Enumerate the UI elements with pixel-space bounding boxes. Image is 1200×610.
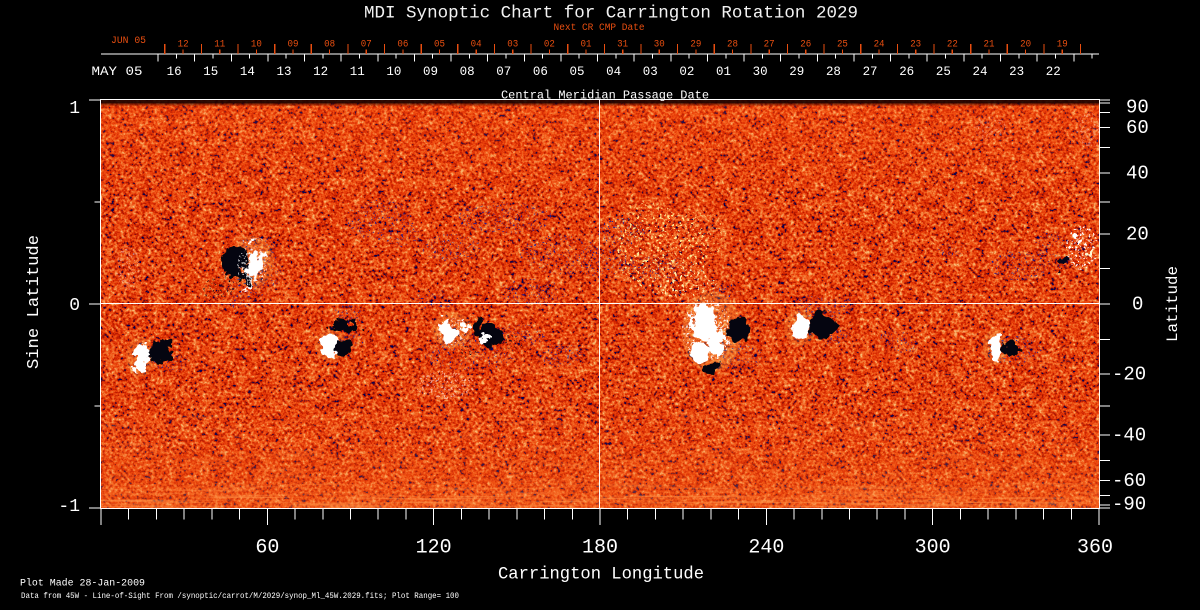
svg-text:10: 10 bbox=[251, 39, 262, 50]
svg-text:11: 11 bbox=[350, 65, 365, 79]
svg-text:40: 40 bbox=[1126, 162, 1149, 184]
svg-text:02: 02 bbox=[544, 39, 555, 50]
svg-text:30: 30 bbox=[654, 39, 665, 50]
svg-text:03: 03 bbox=[643, 65, 658, 79]
svg-text:08: 08 bbox=[324, 39, 335, 50]
svg-text:0: 0 bbox=[69, 296, 80, 316]
svg-text:22: 22 bbox=[1046, 65, 1061, 79]
svg-text:360: 360 bbox=[1077, 537, 1113, 560]
svg-text:16: 16 bbox=[167, 65, 182, 79]
svg-text:06: 06 bbox=[533, 65, 548, 79]
svg-text:04: 04 bbox=[471, 39, 482, 50]
svg-text:21: 21 bbox=[983, 39, 994, 50]
svg-text:Data from 45W - Line-of-Sight: Data from 45W - Line-of-Sight From /syno… bbox=[21, 593, 459, 601]
svg-text:Central Meridian Passage Date: Central Meridian Passage Date bbox=[501, 89, 709, 103]
svg-text:15: 15 bbox=[203, 65, 218, 79]
svg-text:05: 05 bbox=[434, 39, 445, 50]
svg-text:01: 01 bbox=[581, 39, 592, 50]
svg-text:23: 23 bbox=[1009, 65, 1024, 79]
svg-text:29: 29 bbox=[690, 39, 701, 50]
svg-text:22: 22 bbox=[947, 39, 958, 50]
svg-text:25: 25 bbox=[936, 65, 951, 79]
svg-text:09: 09 bbox=[423, 65, 438, 79]
svg-text:12: 12 bbox=[313, 65, 328, 79]
svg-text:27: 27 bbox=[863, 65, 878, 79]
svg-text:07: 07 bbox=[496, 65, 511, 79]
svg-text:13: 13 bbox=[276, 65, 291, 79]
svg-text:20: 20 bbox=[1020, 39, 1031, 50]
svg-text:26: 26 bbox=[800, 39, 811, 50]
svg-text:04: 04 bbox=[606, 65, 621, 79]
svg-text:MAY 05: MAY 05 bbox=[92, 65, 143, 79]
svg-text:28: 28 bbox=[727, 39, 738, 50]
svg-text:20: 20 bbox=[1126, 224, 1149, 246]
svg-text:120: 120 bbox=[416, 537, 452, 560]
svg-text:25: 25 bbox=[837, 39, 848, 50]
svg-text:Sine Latitude: Sine Latitude bbox=[25, 235, 44, 369]
svg-text:14: 14 bbox=[240, 65, 255, 79]
svg-text:03: 03 bbox=[507, 39, 518, 50]
svg-text:MDI Synoptic Chart for Carring: MDI Synoptic Chart for Carrington Rotati… bbox=[364, 4, 858, 24]
svg-text:07: 07 bbox=[361, 39, 372, 50]
svg-text:19: 19 bbox=[1057, 39, 1068, 50]
svg-text:-60: -60 bbox=[1112, 470, 1146, 492]
svg-text:24: 24 bbox=[874, 39, 885, 50]
svg-text:28: 28 bbox=[826, 65, 841, 79]
svg-text:10: 10 bbox=[386, 65, 401, 79]
svg-text:29: 29 bbox=[789, 65, 804, 79]
svg-text:1: 1 bbox=[69, 99, 80, 119]
svg-text:60: 60 bbox=[255, 537, 279, 560]
svg-text:0: 0 bbox=[1132, 294, 1143, 316]
svg-text:02: 02 bbox=[679, 65, 694, 79]
svg-text:24: 24 bbox=[972, 65, 987, 79]
svg-text:09: 09 bbox=[287, 39, 298, 50]
svg-text:180: 180 bbox=[582, 537, 618, 560]
svg-text:Next CR CMP Date: Next CR CMP Date bbox=[554, 23, 645, 34]
svg-text:-40: -40 bbox=[1112, 425, 1146, 447]
svg-text:26: 26 bbox=[899, 65, 914, 79]
svg-text:Plot Made 28-Jan-2009: Plot Made 28-Jan-2009 bbox=[20, 578, 145, 590]
svg-text:11: 11 bbox=[214, 39, 225, 50]
svg-text:60: 60 bbox=[1126, 117, 1149, 139]
svg-text:05: 05 bbox=[570, 65, 585, 79]
svg-text:Carrington Longitude: Carrington Longitude bbox=[498, 565, 704, 585]
svg-text:Latitude: Latitude bbox=[1164, 266, 1182, 342]
svg-text:240: 240 bbox=[748, 537, 784, 560]
svg-text:31: 31 bbox=[617, 39, 628, 50]
svg-text:300: 300 bbox=[915, 537, 951, 560]
svg-text:08: 08 bbox=[460, 65, 475, 79]
svg-text:-1: -1 bbox=[58, 497, 80, 517]
svg-text:30: 30 bbox=[753, 65, 768, 79]
svg-text:90: 90 bbox=[1126, 97, 1149, 119]
svg-text:01: 01 bbox=[716, 65, 731, 79]
svg-text:-20: -20 bbox=[1112, 363, 1146, 385]
svg-text:23: 23 bbox=[910, 39, 921, 50]
svg-text:-90: -90 bbox=[1112, 494, 1146, 516]
svg-text:12: 12 bbox=[178, 39, 189, 50]
svg-text:27: 27 bbox=[764, 39, 775, 50]
svg-text:JUN 05: JUN 05 bbox=[111, 36, 146, 47]
svg-text:06: 06 bbox=[397, 39, 408, 50]
